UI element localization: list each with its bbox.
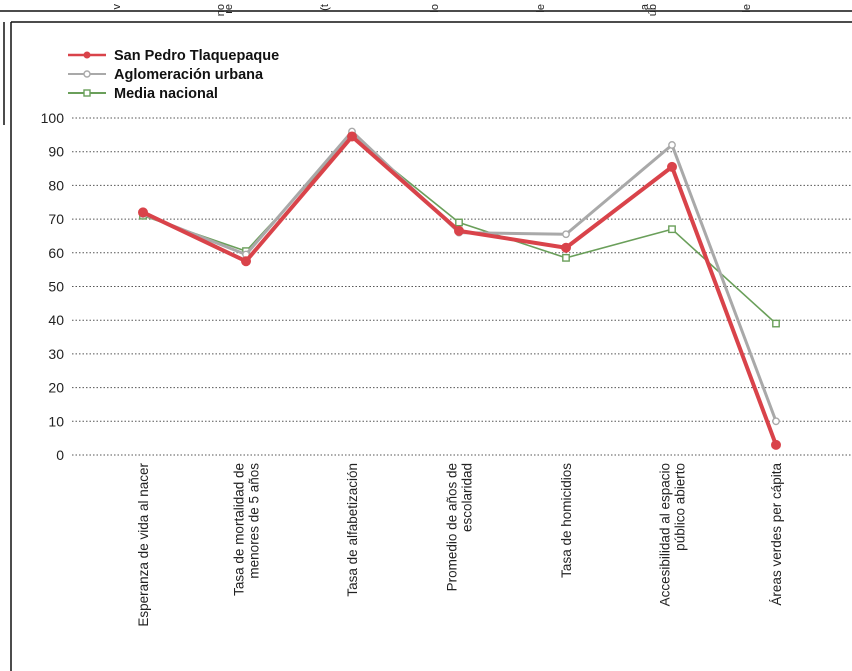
cut-off-label: le (741, 4, 753, 13)
data-point (668, 225, 676, 234)
y-tick-label: 60 (48, 245, 64, 261)
x-axis-labels: Esperanza de vida al nacer Tasa de mortal… (136, 463, 784, 627)
series-group (138, 127, 781, 450)
cut-off-label: úb (647, 4, 659, 16)
cut-off-label: lo (429, 4, 441, 13)
cut-off-label: v (111, 4, 123, 10)
x-category-label: Accesibilidad al espacio (658, 463, 673, 606)
x-category-label: Promedio de años de (445, 463, 460, 591)
y-tick-label: 0 (56, 447, 64, 463)
cut-off-label: le (535, 4, 547, 13)
cut-off-label: re (223, 4, 235, 14)
data-point (562, 253, 570, 262)
data-point (667, 161, 677, 172)
gridlines (72, 117, 852, 456)
data-point (455, 218, 463, 227)
data-point (347, 131, 357, 142)
x-category-label: menores de 5 años (247, 463, 262, 579)
x-category-label: Tasa de homicidios (559, 463, 574, 578)
legend-label: Media nacional (114, 86, 218, 102)
legend-label: San Pedro Tlaquepaque (114, 48, 279, 64)
y-tick-label: 50 (48, 279, 64, 295)
y-tick-label: 20 (48, 380, 64, 396)
cut-off-label: a (639, 3, 651, 10)
x-category-label: Esperanza de vida al nacer (136, 463, 151, 627)
x-category-label: Áreas verdes per cápita (769, 463, 784, 606)
data-point (241, 256, 251, 267)
data-point (772, 319, 780, 328)
x-category-label: público abierto (673, 463, 688, 551)
legend-marker (83, 51, 91, 59)
y-tick-label: 90 (48, 144, 64, 160)
cut-off-label: (t (319, 4, 331, 11)
legend-marker (83, 70, 91, 78)
data-point (561, 242, 571, 253)
data-point (138, 207, 148, 218)
legend: San Pedro Tlaquepaque Aglomeración urbana… (68, 48, 279, 102)
data-point (454, 225, 464, 236)
data-point (771, 439, 781, 450)
y-tick-label: 80 (48, 177, 64, 193)
y-tick-label: 100 (41, 110, 65, 126)
y-tick-label: 10 (48, 413, 64, 429)
legend-label: Aglomeración urbana (114, 67, 264, 83)
series-line (142, 129, 778, 422)
cut-off-label: no (215, 4, 227, 16)
x-category-label: Tasa de alfabetización (345, 463, 360, 597)
y-tick-label: 70 (48, 211, 64, 227)
x-category-label: Tasa de mortalidad de (232, 463, 247, 596)
data-point (668, 141, 676, 149)
y-axis-ticks: 0 10 20 30 40 50 60 70 80 90 100 (41, 110, 65, 463)
y-tick-label: 40 (48, 312, 64, 328)
data-point (562, 230, 570, 239)
y-tick-label: 30 (48, 346, 64, 362)
legend-marker (83, 89, 91, 97)
series-line (142, 134, 778, 446)
x-category-label: escolaridad (460, 463, 475, 532)
data-point (772, 417, 780, 426)
cut-off-labels: v nore (t lo le aúb le (111, 3, 753, 16)
